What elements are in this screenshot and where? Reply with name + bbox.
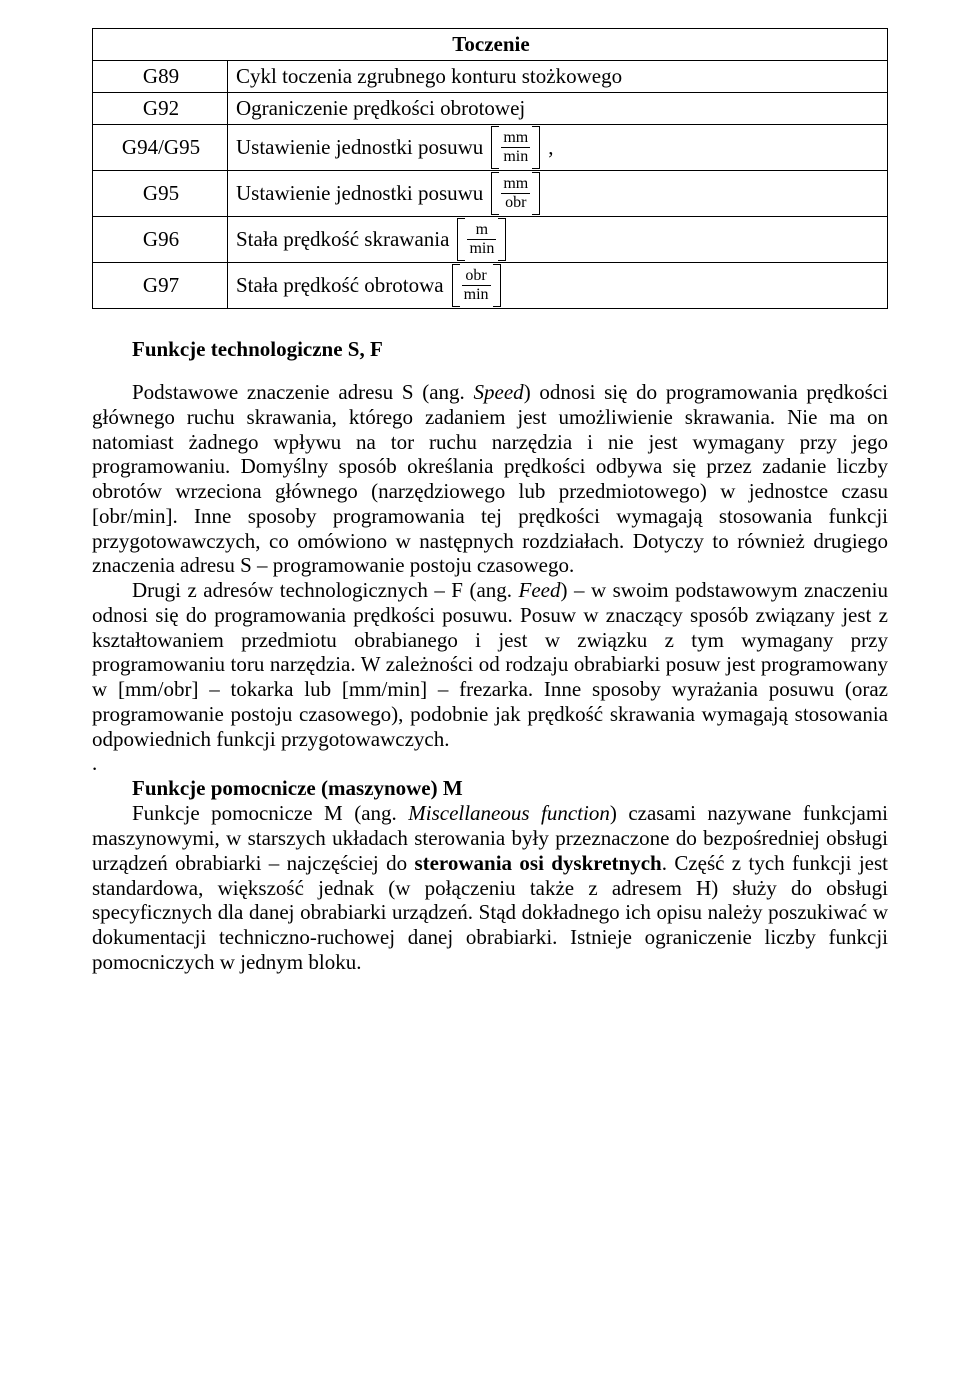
unit-fraction: m min xyxy=(457,220,506,259)
section-heading-sf: Funkcje technologiczne S, F xyxy=(132,337,888,362)
frac-top: obr xyxy=(462,266,491,286)
para-text: Drugi z adresów technologicznych – F (an… xyxy=(132,578,519,602)
document-page: Toczenie G89 Cykl toczenia zgrubnego kon… xyxy=(0,0,960,1015)
para-text: ) – w swoim podstawowym znaczeniu odnosi… xyxy=(92,578,888,751)
unit-fraction: mm obr xyxy=(491,174,540,213)
para-italic: Miscellaneous function xyxy=(408,801,610,825)
paragraph-speed: Podstawowe znaczenie adresu S (ang. Spee… xyxy=(92,380,888,578)
para-text: Funkcje pomocnicze M (ang. xyxy=(132,801,408,825)
desc-text: Ustawienie jednostki posuwu xyxy=(236,135,483,160)
desc-suffix: , xyxy=(548,135,553,160)
table-header-row: Toczenie xyxy=(93,29,888,61)
stray-dot: . xyxy=(92,751,888,776)
desc-text: Stała prędkość obrotowa xyxy=(236,273,444,298)
para-italic: Speed xyxy=(474,380,524,404)
frac-bot: min xyxy=(462,286,491,305)
unit-fraction: obr min xyxy=(452,266,501,305)
para-italic: Feed xyxy=(519,578,561,602)
desc-cell: Cykl toczenia zgrubnego konturu stożkowe… xyxy=(228,61,888,93)
code-cell: G89 xyxy=(93,61,228,93)
frac-top: mm xyxy=(501,128,530,148)
table-row: G94/G95 Ustawienie jednostki posuwu mm m… xyxy=(93,125,888,171)
desc-text: Stała prędkość skrawania xyxy=(236,227,449,252)
desc-cell: Ustawienie jednostki posuwu mm min , xyxy=(228,125,888,171)
desc-cell: Stała prędkość obrotowa obr min xyxy=(228,263,888,309)
frac-bot: obr xyxy=(501,194,530,213)
desc-text: Ustawienie jednostki posuwu xyxy=(236,181,483,206)
desc-cell: Stała prędkość skrawania m min xyxy=(228,217,888,263)
code-cell: G94/G95 xyxy=(93,125,228,171)
table-row: G97 Stała prędkość obrotowa obr min xyxy=(93,263,888,309)
table-row: G96 Stała prędkość skrawania m min xyxy=(93,217,888,263)
code-cell: G96 xyxy=(93,217,228,263)
frac-top: mm xyxy=(501,174,530,194)
table-row: G92 Ograniczenie prędkości obrotowej xyxy=(93,93,888,125)
paragraph-m-functions: Funkcje pomocnicze M (ang. Miscellaneous… xyxy=(92,801,888,974)
code-cell: G97 xyxy=(93,263,228,309)
table-row: G89 Cykl toczenia zgrubnego konturu stoż… xyxy=(93,61,888,93)
frac-bot: min xyxy=(501,148,530,167)
desc-cell: Ustawienie jednostki posuwu mm obr xyxy=(228,171,888,217)
para-text: Podstawowe znaczenie adresu S (ang. xyxy=(132,380,474,404)
code-cell: G92 xyxy=(93,93,228,125)
table-row: G95 Ustawienie jednostki posuwu mm obr xyxy=(93,171,888,217)
paragraph-feed: Drugi z adresów technologicznych – F (an… xyxy=(92,578,888,751)
frac-top: m xyxy=(467,220,496,240)
unit-fraction: mm min xyxy=(491,128,540,167)
para-bold: sterowania osi dyskretnych xyxy=(414,851,661,875)
code-cell: G95 xyxy=(93,171,228,217)
section-heading-m: Funkcje pomocnicze (maszynowe) M xyxy=(132,776,888,801)
frac-bot: min xyxy=(467,240,496,259)
desc-cell: Ograniczenie prędkości obrotowej xyxy=(228,93,888,125)
para-text: ) odnosi się do programowania prędkości … xyxy=(92,380,888,577)
table-header: Toczenie xyxy=(93,29,888,61)
g-codes-table: Toczenie G89 Cykl toczenia zgrubnego kon… xyxy=(92,28,888,309)
